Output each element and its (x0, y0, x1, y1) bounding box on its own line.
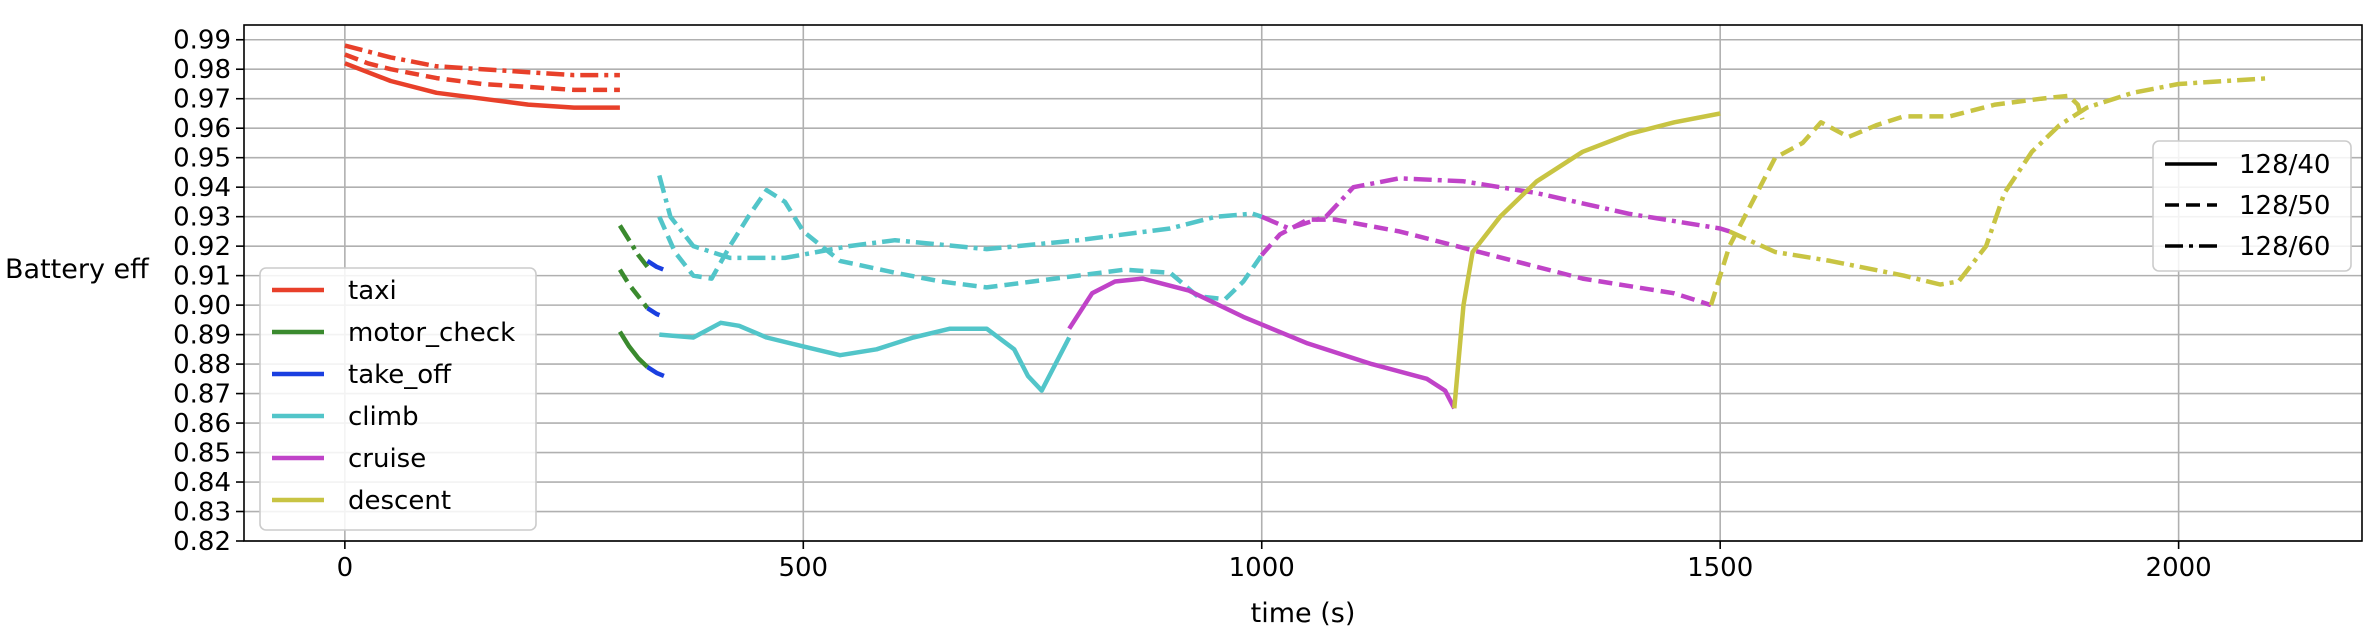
y-tick-label: 0.84 (173, 468, 231, 498)
legend-label-climb: climb (348, 402, 419, 432)
x-tick-label: 500 (778, 553, 828, 583)
phase-legend-box (259, 267, 537, 531)
series-line-climb-128-40 (659, 320, 1072, 393)
series-line-descent-128-50 (1708, 93, 2085, 306)
y-tick-label: 0.94 (173, 173, 231, 203)
y-tick-label: 0.95 (173, 144, 231, 174)
grid (244, 25, 2362, 542)
y-tick-label: 0.83 (173, 498, 231, 528)
series-line-taxi-128-40 (344, 61, 620, 110)
legend-label-motor_check: motor_check (348, 318, 515, 348)
y-tick-label: 0.82 (173, 527, 231, 557)
series-line-taxi-128-50 (344, 52, 620, 93)
y-tick-label: 0.89 (173, 321, 231, 351)
y-axis-label: Battery eff (5, 254, 150, 285)
legend-label-taxi: taxi (348, 276, 397, 306)
series-line-take_off-128-50 (646, 306, 665, 319)
legend-label-cruise: cruise (348, 444, 426, 474)
series-line-motor_check-128-60 (617, 224, 650, 269)
series-line-take_off-128-40 (646, 365, 665, 378)
series-line-motor_check-128-40 (617, 330, 649, 369)
axis-ticks: 0 500 1000 1500 2000 0.820.830.840.850.860.87… (173, 26, 2212, 583)
series-layer (344, 43, 2271, 410)
x-tick-label: 1000 (1229, 553, 1295, 583)
style-legend-box (2152, 140, 2352, 272)
y-tick-label: 0.92 (173, 232, 231, 262)
x-tick-label: 1500 (1687, 553, 1753, 583)
series-line-motor_check-128-50 (617, 268, 650, 310)
series-line-cruise-128-50 (1260, 217, 1712, 308)
y-tick-label: 0.87 (173, 380, 231, 410)
y-tick-label: 0.86 (173, 409, 231, 439)
x-axis-label: time (s) (1251, 598, 1356, 629)
y-tick-label: 0.91 (173, 262, 231, 292)
y-tick-label: 0.93 (173, 203, 231, 233)
y-tick-label: 0.90 (173, 291, 231, 321)
y-tick-label: 0.97 (173, 85, 231, 115)
series-line-taxi-128-60 (344, 43, 620, 78)
y-tick-label: 0.85 (173, 439, 231, 469)
series-line-climb-128-60 (657, 174, 1263, 261)
y-tick-label: 0.88 (173, 350, 231, 380)
series-line-cruise-128-60 (1260, 176, 1731, 234)
series-line-take_off-128-60 (646, 259, 665, 272)
y-tick-label: 0.98 (173, 55, 231, 85)
plot-frame (243, 24, 2363, 542)
y-tick-label: 0.99 (173, 26, 231, 56)
x-tick-label: 0 (337, 553, 354, 583)
style-label-dashdot: 128/60 (2239, 232, 2330, 262)
style-label-dashed: 128/50 (2239, 191, 2330, 221)
y-tick-label: 0.96 (173, 114, 231, 144)
series-line-descent-128-40 (1452, 111, 1721, 409)
series-line-descent-128-60 (1728, 75, 2271, 287)
style-label-solid: 128/40 (2239, 150, 2330, 180)
x-tick-label: 2000 (2146, 553, 2212, 583)
legend-label-take_off: take_off (348, 360, 452, 390)
style-legend: 128/40 128/50 128/60 (2152, 140, 2352, 272)
series-line-cruise-128-40 (1067, 276, 1457, 410)
legend-label-descent: descent (348, 486, 451, 516)
